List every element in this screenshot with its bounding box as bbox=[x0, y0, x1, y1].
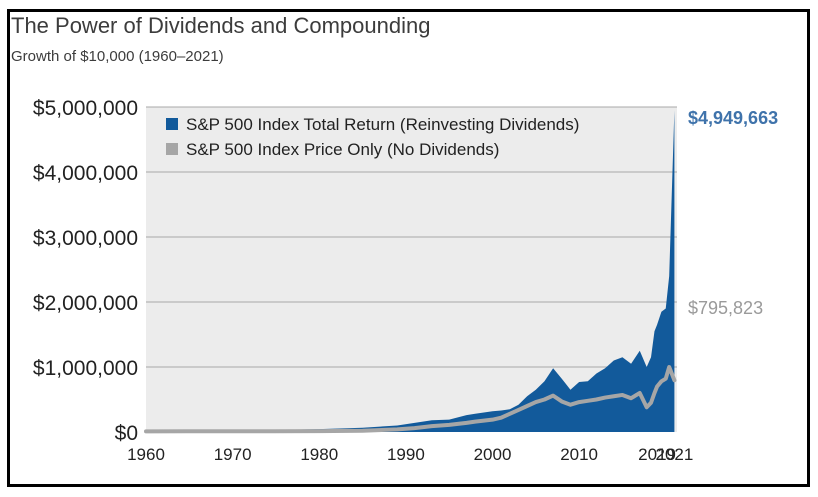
y-tick-label: $0 bbox=[115, 422, 138, 445]
x-tick-label: 2010 bbox=[560, 445, 598, 464]
end-label-total-return: $4,949,663 bbox=[688, 108, 778, 128]
y-tick-label: $3,000,000 bbox=[33, 227, 138, 250]
legend-swatch bbox=[166, 143, 178, 155]
x-tick-label: 1970 bbox=[214, 445, 252, 464]
y-tick-label: $5,000,000 bbox=[33, 97, 138, 120]
plot-background bbox=[146, 107, 677, 432]
legend-swatch bbox=[166, 118, 178, 130]
x-tick-label: 1960 bbox=[127, 445, 165, 464]
y-tick-label: $2,000,000 bbox=[33, 292, 138, 315]
x-tick-label: 2019 bbox=[638, 445, 676, 464]
x-tick-label: 2000 bbox=[474, 445, 512, 464]
x-tick-label: 1990 bbox=[387, 445, 425, 464]
legend-label: S&P 500 Index Total Return (Reinvesting … bbox=[186, 115, 579, 134]
y-tick-label: $1,000,000 bbox=[33, 357, 138, 380]
legend-label: S&P 500 Index Price Only (No Dividends) bbox=[186, 140, 499, 159]
x-tick-label: 1980 bbox=[300, 445, 338, 464]
y-tick-label: $4,000,000 bbox=[33, 162, 138, 185]
end-label-price-only: $795,823 bbox=[688, 298, 763, 318]
chart-subtitle: Growth of $10,000 (1960–2021) bbox=[11, 48, 224, 65]
series-total-return-area bbox=[146, 110, 675, 433]
chart-title: The Power of Dividends and Compounding bbox=[11, 13, 431, 38]
x-tick-label: 2021 bbox=[655, 445, 693, 464]
series-price-only-line bbox=[144, 365, 677, 434]
